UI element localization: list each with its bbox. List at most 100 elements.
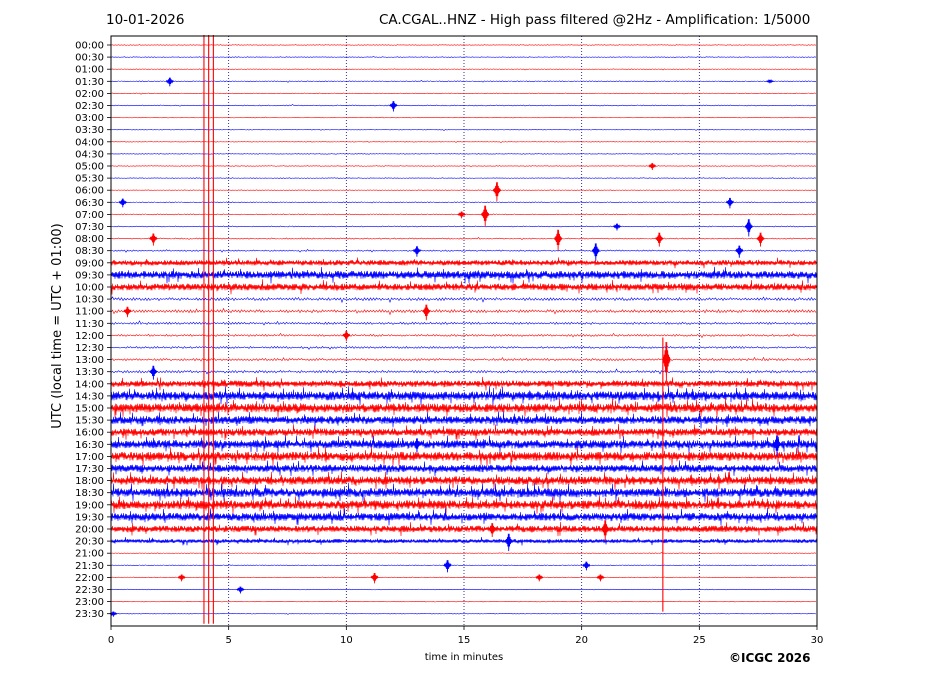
event-burst	[554, 229, 563, 251]
y-tick-label: 14:00	[75, 379, 104, 390]
trace-line	[110, 482, 818, 503]
y-tick-label: 20:00	[75, 525, 104, 536]
y-tick-label: 04:00	[75, 137, 104, 148]
trace-line	[110, 128, 817, 131]
x-tick-label: 5	[225, 635, 231, 646]
trace-line	[110, 588, 817, 591]
y-tick-label: 17:00	[75, 452, 104, 463]
event-burst	[149, 365, 158, 380]
y-tick-label: 01:30	[75, 77, 104, 88]
trace-line	[110, 521, 818, 537]
y-tick-label: 18:00	[75, 476, 104, 487]
event-burst	[662, 341, 671, 384]
y-tick-label: 23:00	[75, 597, 104, 608]
y-tick-label: 10:00	[75, 283, 104, 294]
trace-line	[110, 177, 817, 180]
y-tick-label: 12:00	[75, 331, 104, 342]
y-tick-label: 00:30	[75, 53, 104, 64]
y-tick-label: 21:00	[75, 549, 104, 560]
trace-line	[110, 56, 817, 59]
y-tick-label: 11:00	[75, 307, 104, 318]
trace-line	[110, 471, 818, 490]
event-burst	[613, 223, 621, 231]
trace-line	[110, 356, 817, 362]
trace-line	[110, 386, 818, 406]
event-burst	[725, 197, 734, 209]
trace-line	[110, 368, 817, 375]
x-tick-label: 10	[340, 635, 353, 646]
trace-line	[110, 576, 817, 579]
event-burst	[773, 435, 781, 457]
y-tick-label: 15:30	[75, 416, 104, 427]
y-tick-label: 04:30	[75, 149, 104, 160]
event-burst	[655, 232, 664, 247]
y-tick-label: 11:30	[75, 319, 104, 330]
y-tick-label: 21:30	[75, 561, 104, 572]
y-tick-label: 16:00	[75, 428, 104, 439]
y-tick-label: 08:00	[75, 234, 104, 245]
event-burst	[123, 306, 132, 318]
y-tick-label: 09:30	[75, 270, 104, 281]
trace-line	[110, 612, 817, 615]
event-burst	[412, 438, 421, 453]
y-tick-label: 03:30	[75, 125, 104, 136]
trace-line	[110, 508, 818, 526]
trace-line	[110, 320, 817, 326]
y-axis-label: UTC (local time = UTC + 01:00)	[50, 223, 65, 428]
event-burst	[492, 182, 501, 202]
trace-line	[110, 257, 818, 269]
y-tick-label: 17:30	[75, 464, 104, 475]
trace-line	[110, 279, 818, 295]
trace-line	[110, 141, 817, 143]
x-tick-label: 20	[575, 635, 588, 646]
event-burst	[118, 198, 127, 208]
event-burst	[412, 246, 421, 257]
trace-line	[110, 296, 817, 304]
event-burst	[744, 219, 753, 237]
trace-line	[110, 495, 818, 515]
y-tick-label: 01:00	[75, 65, 104, 76]
x-tick-label: 25	[693, 635, 706, 646]
y-tick-label: 07:00	[75, 210, 104, 221]
date-label: 10-01-2026	[106, 12, 185, 28]
event-burst	[596, 574, 605, 582]
trace-line	[110, 249, 817, 253]
y-tick-label: 10:30	[75, 295, 104, 306]
event-burst	[370, 572, 379, 584]
event-burst	[165, 77, 174, 87]
y-tick-label: 03:00	[75, 113, 104, 124]
event-burst	[177, 574, 186, 582]
y-tick-label: 18:30	[75, 488, 104, 499]
trace-line	[110, 398, 818, 418]
y-tick-label: 06:30	[75, 198, 104, 209]
event-burst	[535, 574, 544, 582]
trace-line	[110, 116, 817, 119]
event-burst	[457, 211, 466, 219]
copyright-label: ©ICGC 2026	[729, 651, 811, 665]
y-tick-label: 00:00	[75, 41, 104, 52]
y-tick-label: 07:30	[75, 222, 104, 233]
y-tick-label: 16:30	[75, 440, 104, 451]
event-burst	[504, 533, 513, 552]
trace-line	[110, 536, 818, 546]
event-burst	[488, 523, 497, 538]
trace-line	[110, 307, 817, 316]
trace-line	[110, 376, 818, 391]
y-tick-label: 12:30	[75, 343, 104, 354]
trace-line	[110, 236, 817, 241]
event-burst	[422, 304, 431, 321]
y-tick-label: 14:30	[75, 391, 104, 402]
trace-line	[110, 92, 817, 95]
trace-line	[110, 435, 818, 454]
trace-line	[110, 600, 817, 603]
event-burst	[236, 586, 245, 594]
chart-title: CA.CGAL..HNZ - High pass filtered @2Hz -…	[379, 12, 811, 28]
y-tick-label: 08:30	[75, 246, 104, 257]
trace-line	[110, 104, 817, 107]
y-tick-label: 22:00	[75, 573, 104, 584]
y-tick-label: 05:30	[75, 174, 104, 185]
y-tick-label: 09:00	[75, 258, 104, 269]
trace-line	[110, 165, 817, 167]
trace-line	[110, 152, 817, 155]
event-burst	[443, 560, 452, 573]
